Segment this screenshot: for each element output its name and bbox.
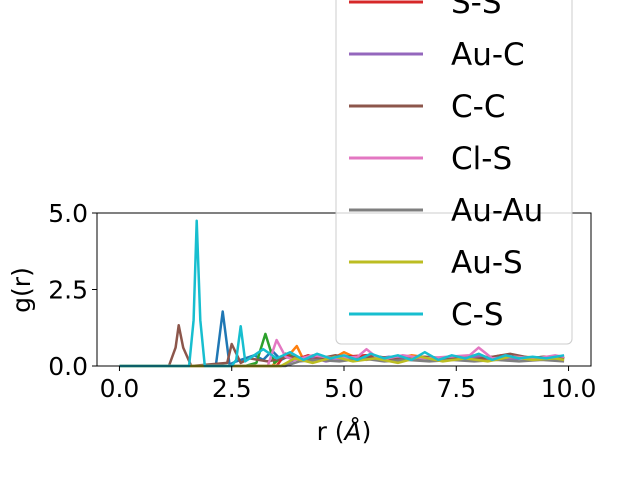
y-tick-label: 5.0	[48, 199, 88, 228]
y-tick-label: 2.5	[48, 276, 88, 305]
legend-label-c-s: C-S	[451, 297, 504, 333]
legend-label-au-s: Au-S	[451, 245, 523, 281]
x-tick-label: 2.5	[212, 374, 252, 403]
legend: S-S Au-C C-C Cl-S Au-Au Au-S C-S	[335, 0, 573, 345]
legend-box	[335, 0, 573, 345]
x-tick-label: 5.0	[324, 374, 364, 403]
legend-label-au-c: Au-C	[451, 37, 525, 73]
x-axis-title-unit: Å	[343, 417, 362, 446]
y-tick-label: 0.0	[48, 352, 88, 381]
x-axis-title: r (Å)	[317, 417, 372, 446]
legend-label-au-au: Au-Au	[451, 193, 543, 229]
y-axis-title: g(r)	[7, 267, 36, 313]
series-layer	[119, 219, 565, 368]
x-axis-title-text: r (	[317, 417, 345, 446]
legend-label-cl-s: Cl-S	[451, 141, 512, 177]
legend-label-c-c: C-C	[451, 89, 505, 125]
x-axis-title-close: )	[362, 417, 372, 446]
x-tick-label: 7.5	[436, 374, 476, 403]
x-tick-label: 10.0	[541, 374, 597, 403]
legend-label-s-s: S-S	[451, 0, 502, 21]
tick-layer: 0.0 2.5 5.0 7.5 10.0 0.0 2.5 5.0	[48, 199, 596, 403]
x-tick-label: 0.0	[100, 374, 140, 403]
